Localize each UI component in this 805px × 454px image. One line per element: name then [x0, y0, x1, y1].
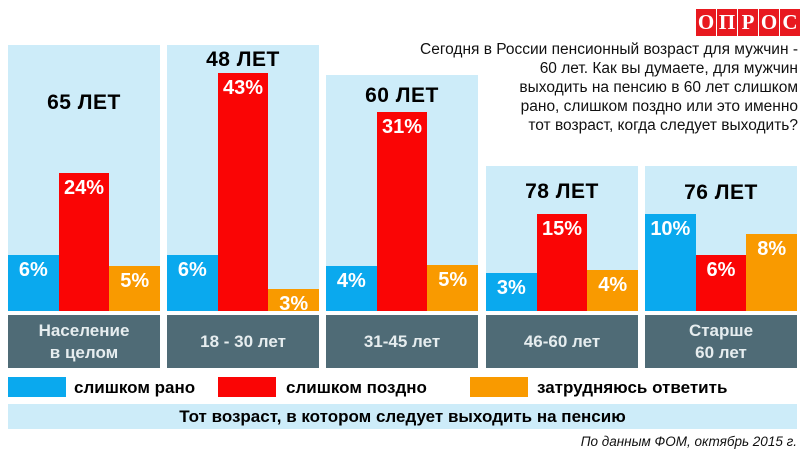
bar-value-label: 10%: [650, 218, 691, 240]
bar-value-label: 3%: [496, 277, 526, 299]
bar-too-early: 6%: [167, 255, 218, 311]
survey-question-text: Сегодня в России пенсионный возраст для …: [420, 41, 798, 134]
bar-hard-to-answer: 3%: [268, 289, 320, 315]
category-label: 46-60 лет: [486, 315, 638, 368]
bar-value-label: 6%: [18, 259, 48, 281]
bar-too-late: 24%: [58, 173, 110, 311]
chart-title-banner: Тот возраст, в котором следует выходить …: [8, 404, 797, 429]
bar-value-label: 5%: [120, 270, 150, 292]
age-answer-label: 78 ЛЕТ: [525, 180, 599, 203]
legend-label-hard-to-answer: затрудняюсь ответить: [537, 378, 728, 397]
age-group-panel: 60 ЛЕТ 4% 31% 5%: [326, 75, 479, 311]
bars-row: 10% 6% 8%: [645, 214, 798, 311]
bar-value-label: 15%: [541, 218, 583, 240]
bar-hard-to-answer: 8%: [746, 234, 798, 311]
bar-too-late: 31%: [376, 112, 428, 311]
bar-too-late: 15%: [536, 214, 588, 311]
age-answer-label: 48 ЛЕТ: [206, 48, 280, 71]
bar-value-label: 31%: [381, 116, 423, 138]
bar-hard-to-answer: 4%: [587, 270, 639, 311]
bar-value-label: 4%: [598, 274, 628, 296]
bar-hard-to-answer: 5%: [109, 266, 161, 311]
bar-too-late: 43%: [217, 73, 269, 311]
data-source-note: По данным ФОМ, октябрь 2015 г.: [580, 434, 797, 449]
age-group-panel: 78 ЛЕТ 3% 15% 4%: [486, 166, 639, 311]
age-group-panel: 76 ЛЕТ 10% 6% 8%: [645, 166, 798, 311]
category-label: Население в целом: [8, 315, 160, 368]
opros-logo: О П Р О С: [696, 9, 800, 36]
bar-value-label: 6%: [706, 259, 736, 281]
bar-value-label: 3%: [279, 293, 309, 315]
age-answer-label: 65 ЛЕТ: [47, 91, 121, 114]
legend-label-too-early: слишком рано: [74, 378, 196, 397]
logo-letter-box: С: [780, 9, 800, 36]
bar-too-early: 4%: [326, 266, 377, 311]
logo-letter-box: П: [717, 9, 737, 36]
bars-row: 3% 15% 4%: [486, 214, 639, 311]
age-answer-label: 76 ЛЕТ: [684, 181, 758, 204]
logo-letter-box: О: [696, 9, 716, 36]
legend-swatch-hard-to-answer: [470, 377, 528, 397]
legend-swatch-too-late: [218, 377, 276, 397]
bar-hard-to-answer: 5%: [427, 265, 479, 311]
bar-value-label: 5%: [438, 269, 468, 291]
bars-row: 4% 31% 5%: [326, 112, 479, 311]
age-group-panel: 65 ЛЕТ 6% 24% 5%: [8, 45, 161, 311]
age-group-panel: 48 ЛЕТ 6% 43% 3%: [167, 45, 320, 315]
bar-value-label: 43%: [222, 77, 264, 99]
legend-label-too-late: слишком поздно: [286, 378, 427, 397]
legend: слишком рано слишком поздно затрудняюсь …: [8, 377, 797, 397]
bar-too-late: 6%: [695, 255, 747, 311]
category-label: Старше 60 лет: [645, 315, 797, 368]
category-label: 18 - 30 лет: [167, 315, 319, 368]
bar-value-label: 24%: [63, 177, 105, 199]
bar-value-label: 6%: [177, 259, 207, 281]
category-label: 31-45 лет: [326, 315, 478, 368]
logo-letter-box: О: [759, 9, 779, 36]
bars-row: 6% 43% 3%: [167, 73, 320, 315]
bar-too-early: 6%: [8, 255, 59, 311]
logo-letter-box: Р: [738, 9, 758, 36]
bar-too-early: 10%: [645, 214, 696, 311]
legend-swatch-too-early: [8, 377, 66, 397]
bar-value-label: 4%: [336, 270, 366, 292]
age-answer-label: 60 ЛЕТ: [365, 84, 439, 107]
bars-row: 6% 24% 5%: [8, 173, 161, 311]
bar-too-early: 3%: [486, 273, 537, 311]
bar-value-label: 8%: [757, 238, 787, 260]
